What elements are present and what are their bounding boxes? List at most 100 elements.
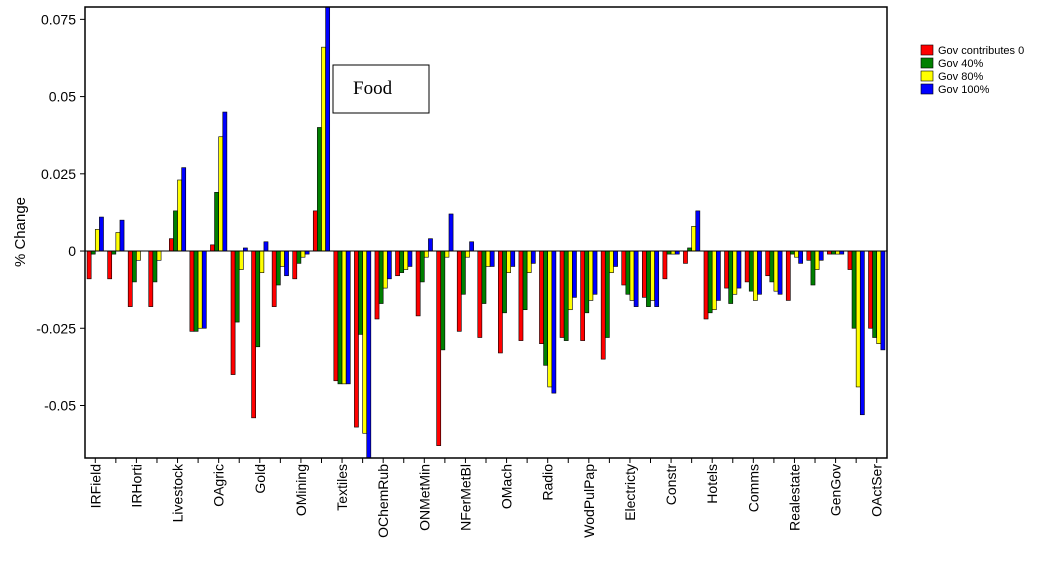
bar-wodpulpap-s0 xyxy=(580,250,586,341)
y-axis: 0.075 0.05 0.025 0 -0.025 -0.05 xyxy=(36,11,85,413)
bar-transp-s0 xyxy=(724,250,729,289)
bar-leather-s3 xyxy=(366,250,372,459)
bar-elecmach-s1 xyxy=(522,250,528,311)
bar-nfermetbl-s3 xyxy=(469,241,474,252)
food-annotation: Food xyxy=(332,64,430,114)
y-tick-label: 0.05 xyxy=(49,89,76,105)
legend-swatch xyxy=(920,57,934,69)
x-tick-label-gold: Gold xyxy=(252,464,268,494)
bar-metprod-s0 xyxy=(477,250,483,338)
bar-gold-s1 xyxy=(255,250,261,348)
bar-oagric-s0 xyxy=(210,244,215,252)
bar-nfermetbl-s2 xyxy=(465,250,470,258)
bar-fishing-s0 xyxy=(230,250,236,375)
bar-textiles-s2 xyxy=(341,250,347,385)
bar-textiles-s3 xyxy=(345,250,351,385)
y-tick-label: 0 xyxy=(68,243,76,259)
bar-omining-s2 xyxy=(300,250,306,258)
x-tick-label-textiles: Textiles xyxy=(334,464,350,511)
bar-forestry-s1 xyxy=(193,250,199,332)
bar-radio-s0 xyxy=(539,250,544,344)
bar-oactser-s1 xyxy=(872,250,878,338)
bar-realestate-s3 xyxy=(798,250,803,264)
bar-hotels-s0 xyxy=(703,250,709,320)
bar-irhorti-s2 xyxy=(136,250,141,261)
legend-swatch xyxy=(920,83,934,95)
bar-nfermetbl-s0 xyxy=(456,250,462,332)
x-tick-label-realestate: Realestate xyxy=(787,464,803,531)
bar-transp-s1 xyxy=(728,250,734,304)
bar-gold-s3 xyxy=(263,241,269,252)
bar-furniture-s0 xyxy=(600,250,606,360)
bar-elecmach-s3 xyxy=(530,250,536,264)
bar-trade-s0 xyxy=(683,250,688,264)
bar-wodpulpap-s3 xyxy=(592,250,598,295)
bar-omach-s2 xyxy=(506,250,511,273)
x-tick-label-gengov: GenGov xyxy=(828,464,844,516)
bar-comms-s1 xyxy=(748,250,754,292)
x-tick-label-irfield: IRField xyxy=(87,464,103,508)
bar-water-s1 xyxy=(646,250,651,307)
x-tick-label-electricty: Electricty xyxy=(622,464,638,521)
bar-finance-s1 xyxy=(769,250,775,283)
bar-realestate-s0 xyxy=(785,250,791,301)
bar-onmetmin-s1 xyxy=(419,250,425,283)
bar-health-s0 xyxy=(847,250,853,270)
bar-nfermetbl-s1 xyxy=(461,250,466,295)
bar-health-s1 xyxy=(851,250,857,329)
bar-livestock-s2 xyxy=(177,179,182,252)
bar-petroleum-s0 xyxy=(395,250,400,277)
bar-irfield-s2 xyxy=(94,229,100,252)
bar-ironsteel-s0 xyxy=(436,250,442,446)
bar-irfield-s0 xyxy=(86,250,92,280)
bar-water-s0 xyxy=(641,250,647,298)
x-tick-label-oactser: OActSer xyxy=(869,464,885,517)
bar-ircrops-s0 xyxy=(148,250,154,307)
bar-coal-s2 xyxy=(280,250,285,267)
bar-finance-s2 xyxy=(773,250,779,292)
bar-oactser-s0 xyxy=(868,250,873,329)
y-tick-label: -0.025 xyxy=(36,320,76,336)
bar-transp-s3 xyxy=(736,250,742,289)
legend-label: Gov contributes 0 xyxy=(938,45,1024,57)
bar-metprod-s1 xyxy=(481,250,487,304)
legend-swatch xyxy=(920,44,934,56)
y-axis-title: % Change xyxy=(12,197,29,267)
bar-electricty-s3 xyxy=(633,250,639,307)
bar-wodpulpap-s1 xyxy=(584,250,590,314)
bar-onmetmin-s3 xyxy=(428,238,433,252)
x-tick-label-constr: Constr xyxy=(663,464,679,506)
bar-electricty-s0 xyxy=(621,250,627,286)
x-tick-label-nfermetbl: NFerMetBl xyxy=(457,464,473,531)
x-tick-label-omach: OMach xyxy=(499,464,515,509)
bar-health-s2 xyxy=(855,250,861,388)
bar-transport-s2 xyxy=(567,250,573,311)
bar-omining-s1 xyxy=(296,250,302,264)
bar-realestate-s2 xyxy=(794,250,799,258)
bar-leather-s2 xyxy=(362,250,368,434)
bar-petroleum-s1 xyxy=(399,250,405,273)
bar-coal-s3 xyxy=(284,250,289,277)
bar-livestock-s3 xyxy=(181,167,187,252)
bar-busserv-s2 xyxy=(814,250,820,270)
bar-omach-s0 xyxy=(498,250,503,354)
x-tick-label-wodpulpap: WodPulPap xyxy=(581,464,597,538)
bar-petroleum-s2 xyxy=(403,250,409,270)
bar-textiles-s1 xyxy=(337,250,343,385)
bar-busserv-s3 xyxy=(818,250,824,261)
bar-irsorghum-s0 xyxy=(107,250,113,280)
bar-coal-s0 xyxy=(271,250,277,307)
bar-radio-s2 xyxy=(547,250,553,388)
bar-comms-s3 xyxy=(757,250,762,295)
x-tick-label-comms: Comms xyxy=(745,464,761,512)
bar-forestry-s3 xyxy=(201,250,207,329)
bar-busserv-s0 xyxy=(806,250,812,261)
bar-wodpulpap-s2 xyxy=(588,250,594,301)
bar-ochemrub-s3 xyxy=(386,250,392,280)
bar-furniture-s1 xyxy=(604,250,610,338)
x-tick-label-radio: Radio xyxy=(540,464,556,501)
bar-transp-s2 xyxy=(732,250,738,295)
bar-irsorghum-s2 xyxy=(115,232,121,252)
